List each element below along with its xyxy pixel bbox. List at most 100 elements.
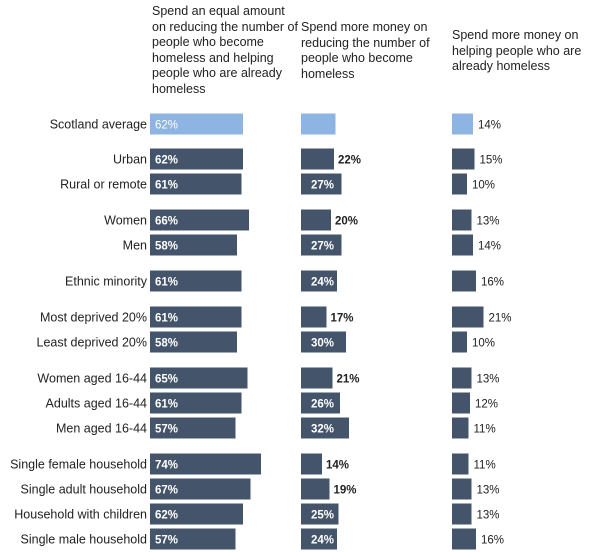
data-label: 66% xyxy=(155,216,178,228)
data-label: 58% xyxy=(155,338,178,350)
bar xyxy=(452,270,476,292)
category-label: Adults aged 16-44 xyxy=(46,397,148,411)
bar xyxy=(452,392,470,414)
data-label: 13% xyxy=(477,510,500,522)
data-label: 57% xyxy=(155,535,178,547)
bar xyxy=(452,528,476,550)
series-header-help-homeless: Spend more money on helping people who a… xyxy=(452,28,582,73)
data-label: 22% xyxy=(338,155,361,167)
bar xyxy=(452,306,484,328)
category-label: Rural or remote xyxy=(60,178,147,192)
bar xyxy=(301,453,322,475)
data-label: 12% xyxy=(475,399,498,411)
data-label: 20% xyxy=(335,216,358,228)
data-label: 62% xyxy=(155,155,178,167)
data-label: 14% xyxy=(478,120,501,132)
category-label: Single adult household xyxy=(21,483,148,497)
data-label: 24% xyxy=(311,535,334,547)
bar xyxy=(150,148,243,170)
bar xyxy=(452,478,472,500)
bar xyxy=(150,173,242,195)
data-label: 27% xyxy=(311,180,334,192)
data-label: 13% xyxy=(477,216,500,228)
bar xyxy=(150,528,236,550)
data-label: 19% xyxy=(334,485,357,497)
category-label: Ethnic minority xyxy=(65,275,148,289)
data-label: 13% xyxy=(477,374,500,386)
bar xyxy=(301,234,342,256)
series-header-reduce-homelessness: Spend more money on reducing the number … xyxy=(301,20,430,81)
bar xyxy=(150,270,242,292)
bar xyxy=(452,453,469,475)
data-label: 16% xyxy=(481,277,504,289)
data-label: 30% xyxy=(311,338,334,350)
bar xyxy=(452,417,469,439)
data-label: 14% xyxy=(326,460,349,472)
data-label: 16% xyxy=(481,535,504,547)
data-label: 21% xyxy=(337,374,360,386)
data-label: 24% xyxy=(311,277,334,289)
category-label: Men aged 16-44 xyxy=(56,422,147,436)
category-label: Men xyxy=(123,239,147,253)
data-label: 14% xyxy=(478,241,501,253)
data-label: 10% xyxy=(472,338,495,350)
bar xyxy=(452,234,473,256)
bar xyxy=(150,234,237,256)
data-label: 15% xyxy=(480,155,503,167)
bar xyxy=(150,478,251,500)
bar xyxy=(301,306,327,328)
data-label: 17% xyxy=(331,313,354,325)
bar xyxy=(301,478,330,500)
bar xyxy=(301,528,337,550)
category-label: Scotland average xyxy=(50,118,147,132)
bar xyxy=(301,209,331,231)
bar xyxy=(150,331,237,353)
data-label: 11% xyxy=(474,424,496,436)
bar xyxy=(150,209,249,231)
bar xyxy=(452,209,472,231)
data-label: 61% xyxy=(155,313,178,325)
data-label: 58% xyxy=(155,241,178,253)
bar xyxy=(452,148,475,170)
data-label: 61% xyxy=(155,399,178,411)
bar xyxy=(150,503,243,525)
category-label: Household with children xyxy=(14,508,147,522)
bar xyxy=(301,367,333,389)
data-label: 11% xyxy=(474,460,496,472)
bar xyxy=(150,453,261,475)
category-label: Single male household xyxy=(21,533,148,547)
category-label: Single female household xyxy=(10,458,147,472)
data-label: 74% xyxy=(155,460,178,472)
data-label: 25% xyxy=(311,510,334,522)
bar xyxy=(150,306,242,328)
data-label: 57% xyxy=(155,424,178,436)
bar xyxy=(150,367,248,389)
category-label: Least deprived 20% xyxy=(37,336,148,350)
bar xyxy=(301,113,336,135)
data-label: 26% xyxy=(311,399,334,411)
bar xyxy=(150,392,242,414)
bar xyxy=(150,113,243,135)
data-label: 65% xyxy=(155,374,178,386)
bar xyxy=(301,173,342,195)
data-label: 23% xyxy=(340,120,363,132)
data-label: 21% xyxy=(489,313,512,325)
data-label: 10% xyxy=(472,180,495,192)
category-label: Most deprived 20% xyxy=(40,311,147,325)
data-label: 67% xyxy=(155,485,178,497)
bar xyxy=(452,367,472,389)
category-label: Urban xyxy=(113,153,147,167)
data-label: 62% xyxy=(155,510,178,522)
bar xyxy=(452,113,473,135)
bar xyxy=(301,148,334,170)
bar xyxy=(301,270,337,292)
data-label: 13% xyxy=(477,485,500,497)
category-label: Women xyxy=(104,214,147,228)
bar xyxy=(452,173,467,195)
data-label: 27% xyxy=(311,241,334,253)
bar xyxy=(150,417,236,439)
data-label: 32% xyxy=(311,424,334,436)
data-label: 61% xyxy=(155,180,178,192)
series-header-equal-amount: Spend an equal amount on reducing the nu… xyxy=(152,4,298,96)
